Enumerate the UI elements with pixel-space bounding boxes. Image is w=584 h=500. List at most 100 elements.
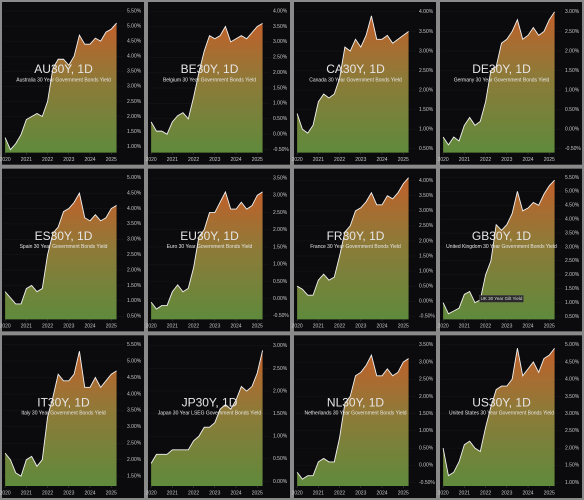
x-tick-label: 2023 — [355, 324, 366, 330]
y-tick-label: 3.00% — [273, 39, 288, 45]
x-tick-label: 2024 — [522, 157, 533, 163]
y-tick-label: 2.50% — [127, 99, 142, 105]
line — [150, 350, 264, 464]
y-tick-label: 0.50% — [273, 456, 288, 462]
x-tick-label: 2023 — [209, 157, 220, 163]
y-tick-label: 1.00% — [419, 268, 434, 274]
area — [5, 23, 117, 153]
x-tick-label: 2024 — [84, 157, 95, 163]
x-tick-label: 2024 — [376, 324, 387, 330]
x-tick-label: 2022 — [334, 324, 345, 330]
area — [151, 350, 263, 486]
chart-subtitle: Germany 30 Year Government Bonds Yield — [454, 77, 550, 83]
x-tick-label: 2023 — [63, 324, 74, 330]
x-tick-label: 2025 — [398, 157, 409, 163]
y-tick-label: 1.00% — [565, 300, 580, 306]
x-tick-label: 2023 — [501, 490, 512, 496]
x-tick-label: 2025 — [398, 324, 409, 330]
x-tick-label: 2022 — [42, 324, 53, 330]
line — [442, 179, 555, 315]
x-tick-label: 2021 — [167, 490, 178, 496]
chart-title: NL30Y, 1D — [327, 396, 384, 410]
y-tick-label: 1.00% — [273, 262, 288, 268]
y-tick-label: 1.50% — [565, 68, 580, 74]
y-tick-label: 1.00% — [419, 127, 434, 133]
area — [297, 177, 409, 320]
y-tick-label: 2.50% — [419, 68, 434, 74]
y-tick-label: 3.50% — [419, 342, 434, 348]
y-tick-label: 1.50% — [419, 107, 434, 113]
x-tick-label: 2020 — [0, 157, 11, 163]
y-tick-label: 0.50% — [273, 279, 288, 285]
y-tick-label: 2.50% — [127, 252, 142, 258]
y-tick-label: 4.00% — [419, 178, 434, 184]
y-tick-label: 2.50% — [419, 377, 434, 383]
x-tick-label: 2023 — [355, 490, 366, 496]
x-tick-label: 2021 — [21, 324, 32, 330]
y-tick-label: 3.50% — [419, 29, 434, 35]
x-tick-label: 2022 — [480, 490, 491, 496]
x-tick-label: 2020 — [438, 490, 449, 496]
y-tick-label: 2.00% — [127, 457, 142, 463]
x-tick-label: 2025 — [106, 157, 117, 163]
chart-subtitle: Australia 30 Year Government Bonds Yield — [16, 77, 111, 83]
y-tick-label: 4.50% — [127, 38, 142, 44]
x-tick-label: 2022 — [42, 490, 53, 496]
y-tick-label: 3.00% — [127, 84, 142, 90]
y-tick-label: 1.50% — [273, 85, 288, 91]
x-tick-label: 2020 — [0, 324, 11, 330]
x-tick-label: 2024 — [230, 324, 241, 330]
y-tick-label: 3.50% — [565, 394, 580, 400]
y-tick-label: 1.50% — [127, 283, 142, 289]
y-tick-label: 3.00% — [273, 343, 288, 349]
x-tick-label: 2022 — [188, 157, 199, 163]
chart-subtitle: Italy 30 Year Government Bonds Yield — [21, 411, 105, 417]
x-tick-label: 2022 — [480, 324, 491, 330]
x-tick-label: 2021 — [313, 490, 324, 496]
line — [150, 23, 263, 135]
x-tick-label: 2022 — [334, 490, 345, 496]
y-tick-label: 0.50% — [419, 146, 434, 152]
x-tick-label: 2025 — [544, 157, 555, 163]
chart-title: IT30Y, 1D — [37, 396, 90, 410]
area — [151, 191, 263, 320]
y-tick-label: 1.00% — [273, 434, 288, 440]
y-tick-label: 2.00% — [273, 227, 288, 233]
chart-title: FR30Y, 1D — [327, 229, 385, 243]
y-tick-label: 0.50% — [419, 284, 434, 290]
x-tick-label: 2021 — [313, 157, 324, 163]
line — [150, 190, 263, 310]
y-tick-label: 2.50% — [565, 258, 580, 264]
x-tick-label: 2023 — [209, 324, 220, 330]
x-tick-label: 2024 — [230, 490, 241, 496]
y-tick-label: 3.50% — [127, 408, 142, 414]
y-tick-label: 1.00% — [273, 101, 288, 107]
x-tick-label: 2025 — [252, 490, 263, 496]
x-tick-label: 2025 — [106, 490, 117, 496]
y-tick-label: 4.00% — [419, 9, 434, 15]
y-tick-label: 0.50% — [273, 116, 288, 122]
y-tick-label: 3.00% — [565, 411, 580, 417]
x-tick-label: 2021 — [459, 157, 470, 163]
x-tick-label: 2023 — [63, 157, 74, 163]
y-tick-label: 4.50% — [127, 190, 142, 196]
chart-title: CA30Y, 1D — [326, 62, 385, 76]
y-tick-label: 4.50% — [565, 203, 580, 209]
x-tick-label: 2021 — [313, 324, 324, 330]
x-tick-label: 2020 — [146, 157, 157, 163]
y-tick-label: 3.00% — [127, 237, 142, 243]
area — [443, 348, 555, 486]
x-tick-label: 2021 — [21, 490, 32, 496]
y-tick-label: 2.00% — [127, 267, 142, 273]
line — [442, 347, 555, 477]
x-tick-label: 2023 — [63, 490, 74, 496]
x-tick-label: 2021 — [459, 490, 470, 496]
y-tick-label: -0.50% — [419, 314, 435, 320]
chart-title: ES30Y, 1D — [35, 229, 93, 243]
chart-subtitle: United Kingdom 30 Year Government Bonds … — [446, 244, 557, 250]
x-tick-label: 2020 — [146, 324, 157, 330]
x-tick-label: 2024 — [522, 490, 533, 496]
y-tick-label: 1.50% — [565, 463, 580, 469]
y-tick-label: 1.00% — [127, 144, 142, 150]
chart-title: GB30Y, 1D — [472, 229, 531, 243]
